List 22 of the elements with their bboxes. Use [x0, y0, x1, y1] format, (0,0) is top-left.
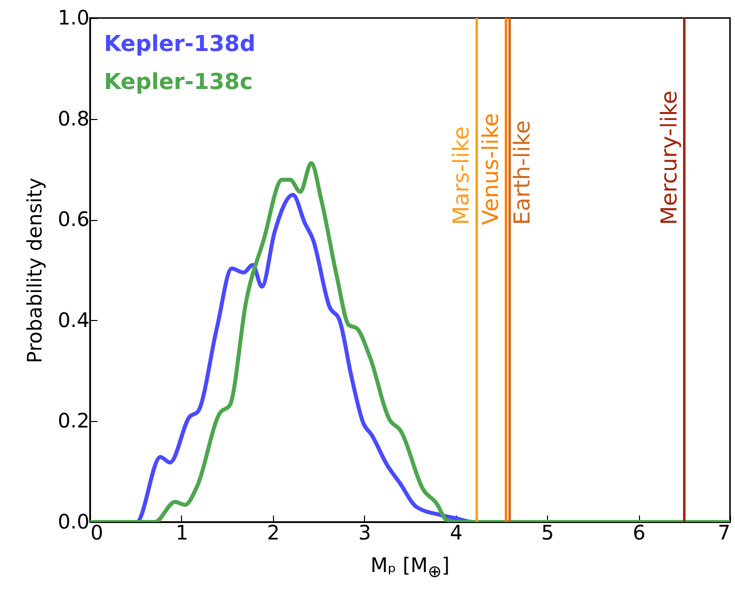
x-tick-label: 4: [450, 520, 463, 544]
text: Kepler-138d: [104, 32, 256, 57]
y-tick-label: 0.0: [58, 510, 90, 534]
x-axis-title: Mₚ [M$_{⊕}$]: [369, 553, 451, 581]
x-tick-label: 3: [358, 520, 372, 544]
x-tick-label: 5: [541, 520, 554, 544]
ref-line-label: Venus-like: [479, 113, 504, 225]
y-tick-label: 0.8: [58, 106, 90, 130]
x-tick-label: 0: [90, 520, 104, 544]
ref-line-label: Mars-like: [450, 126, 475, 225]
y-tick-label: 1.0: [58, 6, 90, 30]
text: Kepler-138c: [104, 70, 253, 95]
y-tick-label: 0.6: [58, 207, 90, 232]
y-axis-title: Probability density: [22, 178, 47, 364]
x-tick-label: 7: [718, 520, 730, 544]
ref-line-label: Mercury-like: [657, 90, 682, 225]
x-tick-label: 2: [266, 520, 280, 544]
x-tick-label: 6: [632, 520, 646, 544]
y-tick-label: 0.4: [58, 308, 90, 332]
x-tick-label: 1: [176, 520, 188, 544]
ref-line-label: Earth-like: [510, 120, 536, 225]
y-tick-label: 0.2: [58, 408, 90, 433]
